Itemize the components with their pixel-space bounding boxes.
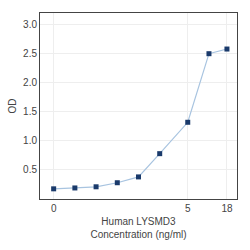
svg-text:OD: OD [7,99,18,114]
svg-text:0.5: 0.5 [23,164,37,175]
svg-text:1.0: 1.0 [23,135,37,146]
svg-text:Human LYSMD3Concentration (ng/: Human LYSMD3Concentration (ng/ml) [90,216,186,240]
svg-text:2.0: 2.0 [23,77,37,88]
svg-text:3.0: 3.0 [23,19,37,30]
svg-text:2.5: 2.5 [23,48,37,59]
svg-text:5: 5 [185,203,191,214]
svg-text:0: 0 [51,203,57,214]
svg-text:18: 18 [221,203,233,214]
svg-text:1.5: 1.5 [23,106,37,117]
